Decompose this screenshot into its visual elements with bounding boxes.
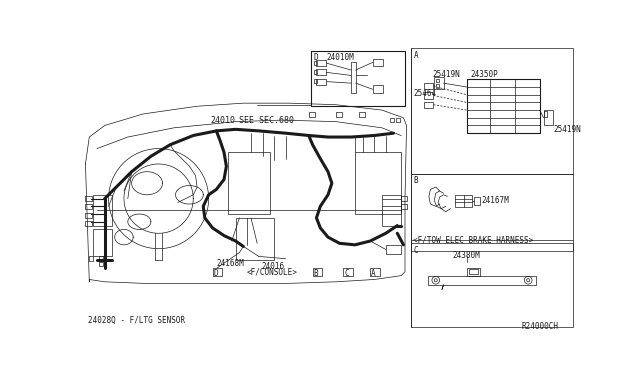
Text: 25464: 25464	[413, 89, 436, 98]
Text: SEE SEC.680: SEE SEC.680	[239, 116, 294, 125]
Text: D: D	[314, 53, 318, 62]
Bar	[435, 77, 444, 89]
Text: A: A	[413, 51, 418, 60]
Bar	[93, 195, 113, 225]
Bar	[428, 276, 536, 285]
Bar	[543, 111, 547, 117]
Text: <F/TOW ELEC BRAKE HARNESS>: <F/TOW ELEC BRAKE HARNESS>	[413, 235, 534, 245]
Bar	[316, 60, 326, 66]
Bar	[88, 256, 93, 261]
Bar	[316, 78, 326, 85]
Bar	[401, 196, 407, 201]
Bar	[86, 204, 92, 209]
Bar	[355, 153, 401, 214]
Bar	[401, 204, 407, 209]
Bar	[228, 153, 270, 214]
Bar	[372, 86, 383, 93]
Bar	[99, 262, 103, 266]
Bar	[93, 230, 113, 256]
Text: 24010: 24010	[211, 116, 236, 125]
Text: D: D	[213, 269, 218, 278]
Bar	[308, 112, 315, 117]
Bar	[314, 61, 317, 65]
Text: C: C	[344, 269, 349, 278]
Text: 24028Q - F/LTG SENSOR: 24028Q - F/LTG SENSOR	[88, 316, 185, 325]
Text: 24168M: 24168M	[216, 259, 244, 268]
Bar	[467, 79, 540, 133]
Bar	[411, 48, 573, 174]
Text: 24380M: 24380M	[452, 251, 481, 260]
Bar	[474, 197, 480, 205]
Bar	[424, 92, 433, 99]
Text: 24016: 24016	[261, 262, 284, 271]
Bar	[455, 195, 472, 207]
Bar	[390, 118, 394, 122]
Bar	[469, 269, 478, 274]
Bar	[99, 256, 103, 261]
Bar	[467, 268, 481, 276]
Bar	[436, 84, 439, 88]
Bar	[386, 245, 401, 254]
Bar	[314, 79, 317, 83]
Bar	[236, 218, 274, 260]
Bar	[382, 195, 401, 225]
Bar	[411, 174, 573, 251]
Text: 25419N: 25419N	[554, 125, 581, 135]
Bar	[86, 221, 92, 226]
Bar	[311, 51, 405, 106]
Text: 25419N: 25419N	[432, 70, 460, 79]
Bar	[212, 268, 221, 276]
Bar	[316, 69, 326, 76]
Text: 24010M: 24010M	[326, 53, 354, 62]
Text: <F/CONSOLE>: <F/CONSOLE>	[247, 267, 298, 276]
Text: 24350P: 24350P	[470, 70, 498, 79]
Text: B: B	[413, 176, 418, 185]
Bar	[543, 110, 553, 125]
Text: R24000CH: R24000CH	[522, 322, 559, 331]
Bar	[372, 58, 383, 66]
Bar	[359, 112, 365, 117]
Text: C: C	[413, 246, 418, 254]
Bar	[312, 268, 322, 276]
Bar	[351, 62, 356, 93]
Bar	[436, 78, 439, 82]
Text: B: B	[314, 269, 318, 278]
Bar	[86, 212, 92, 218]
Text: A: A	[371, 269, 376, 278]
Bar	[86, 196, 92, 201]
Bar	[336, 112, 342, 117]
Bar	[314, 70, 317, 74]
Text: 24167M: 24167M	[481, 196, 509, 205]
Bar	[424, 102, 433, 108]
Bar	[396, 118, 401, 122]
Bar	[371, 268, 380, 276]
Bar	[411, 243, 573, 327]
Bar	[344, 268, 353, 276]
Bar	[424, 83, 433, 89]
